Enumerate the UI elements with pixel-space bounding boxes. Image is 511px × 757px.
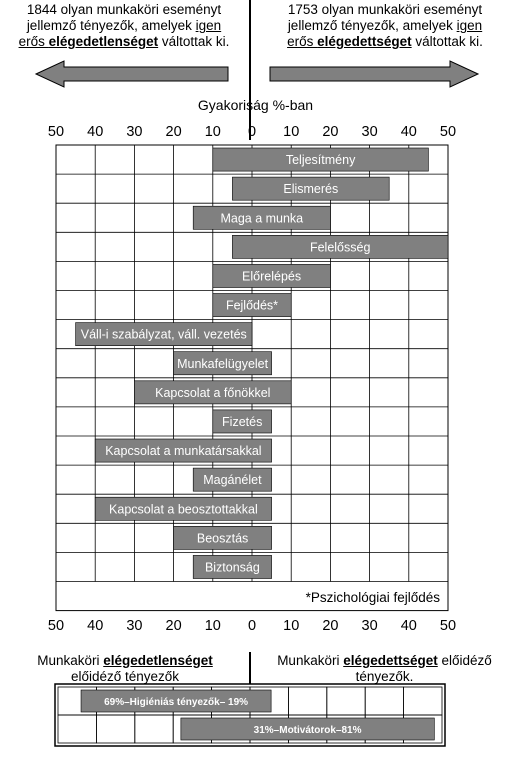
bar-label: Munkafelügyelet bbox=[177, 357, 269, 371]
bar bbox=[134, 380, 292, 405]
bottom-left-line2: előidéző tényezők bbox=[70, 669, 180, 684]
summary-box: 69%–Higiéniás tényezők– 19% 31%–Motivátor… bbox=[54, 683, 446, 747]
bottom-right-line1a: Munkaköri bbox=[277, 653, 344, 668]
chart-bars: Teljesítmény Elismerés Maga a munka Felelős… bbox=[75, 147, 449, 579]
bar bbox=[192, 467, 272, 492]
bottom-right-line1c: előidéző bbox=[437, 653, 492, 668]
bar-label: Előrelépés bbox=[242, 269, 301, 283]
summary-label: 31%–Motivátorok–81% bbox=[254, 725, 362, 736]
tick-label-top: 50 bbox=[440, 124, 456, 140]
bar bbox=[192, 205, 331, 230]
bar bbox=[212, 409, 272, 434]
bar-label: Magánélet bbox=[203, 473, 262, 487]
bottom-right-line2: tényezők. bbox=[355, 669, 414, 684]
bar-label: Biztonság bbox=[205, 560, 260, 574]
bar-label: Elismerés bbox=[283, 182, 338, 196]
axis-ticks-bottom: 50 40 30 20 10 0 10 20 30 40 50 bbox=[48, 618, 456, 634]
bottom-left-keyword: elégedetlenséget bbox=[103, 653, 213, 668]
header-left-line3a: erős bbox=[18, 34, 49, 49]
tick-label-bottom: 50 bbox=[440, 618, 456, 634]
bar bbox=[173, 351, 272, 376]
tick-label-top: 50 bbox=[48, 124, 64, 140]
left-arrow bbox=[34, 60, 229, 88]
bar bbox=[212, 293, 292, 317]
summary-bar bbox=[180, 717, 435, 741]
tick-label-bottom: 40 bbox=[401, 618, 417, 634]
bar-label: Kapcsolat a beosztottakkal bbox=[109, 502, 258, 516]
footnote: *Pszichológiai fejlődés bbox=[306, 590, 441, 605]
tick-label-top: 10 bbox=[205, 124, 221, 140]
axis-ticks-top: 50 40 30 20 10 0 10 20 30 40 50 bbox=[48, 124, 456, 140]
bar bbox=[212, 147, 429, 172]
bar bbox=[173, 525, 272, 550]
header-right-line3a: erős bbox=[287, 34, 318, 49]
tick-label-top: 20 bbox=[322, 124, 338, 140]
header-right-igen: igen bbox=[456, 18, 483, 33]
tick-label-bottom: 50 bbox=[48, 618, 64, 634]
header-right: 1753 olyan munkaköri eseményt jellemző t… bbox=[262, 2, 508, 50]
tick-label-bottom: 40 bbox=[87, 618, 103, 634]
frequency-title: Gyakoriság %-ban bbox=[197, 97, 314, 113]
bar-label: Teljesítmény bbox=[286, 153, 356, 167]
tick-label-bottom: 20 bbox=[166, 618, 182, 634]
bar-label: Beosztás bbox=[197, 531, 248, 545]
tick-label-bottom: 10 bbox=[283, 618, 299, 634]
bar-label: Maga a munka bbox=[220, 211, 303, 225]
header-left-line1: 1844 olyan munkaköri eseményt bbox=[26, 2, 222, 17]
bottom-caption-left: Munkaköri elégedetlenséget előidéző tény… bbox=[0, 653, 250, 685]
header-right-line2a: jellemző tényezők, amelyek bbox=[287, 18, 457, 33]
header-left: 1844 olyan munkaköri eseményt jellemző t… bbox=[2, 2, 246, 50]
bottom-right-keyword: elégedettséget bbox=[343, 653, 438, 668]
summary-label: 69%–Higiéniás tényezők– 19% bbox=[104, 697, 248, 708]
header-left-igen: igen bbox=[195, 18, 222, 33]
header-right-line1: 1753 olyan munkaköri eseményt bbox=[287, 2, 483, 17]
bar bbox=[192, 555, 272, 579]
tick-label-top: 0 bbox=[248, 124, 256, 140]
header-left-line3c: váltottak ki. bbox=[158, 34, 230, 49]
tick-label-top: 30 bbox=[126, 124, 142, 140]
header-right-keyword: elégedettséget bbox=[317, 34, 412, 49]
tick-label-top: 10 bbox=[283, 124, 299, 140]
tick-label-top: 20 bbox=[166, 124, 182, 140]
summary-bar bbox=[80, 689, 272, 713]
bar-label: Váll-i szabályzat, váll. vezetés bbox=[81, 328, 247, 342]
tick-label-top: 40 bbox=[401, 124, 417, 140]
bar bbox=[94, 496, 272, 521]
bar bbox=[232, 235, 449, 259]
bar-label: Felelősség bbox=[310, 240, 370, 254]
tick-label-bottom: 30 bbox=[126, 618, 142, 634]
bar bbox=[94, 438, 272, 463]
right-arrow bbox=[269, 60, 480, 88]
header-left-keyword: elégedetlenséget bbox=[48, 34, 159, 49]
bar-label: Fejlődés* bbox=[226, 299, 278, 313]
bottom-left-line1a: Munkaköri bbox=[37, 653, 104, 668]
header-right-line3c: váltottak ki. bbox=[411, 34, 483, 49]
bar bbox=[232, 176, 390, 201]
tick-label-bottom: 20 bbox=[322, 618, 338, 634]
tick-label-top: 40 bbox=[87, 124, 103, 140]
bar-label: Kapcsolat a munkatársakkal bbox=[105, 444, 261, 458]
tick-label-bottom: 10 bbox=[205, 618, 221, 634]
tick-label-bottom: 0 bbox=[248, 618, 256, 634]
tick-label-bottom: 30 bbox=[362, 618, 378, 634]
tick-label-top: 30 bbox=[362, 124, 378, 140]
bar bbox=[75, 322, 253, 347]
bar bbox=[212, 264, 331, 288]
header-left-line2a: jellemző tényezők, amelyek bbox=[26, 18, 196, 33]
bar-label: Kapcsolat a főnökkel bbox=[155, 386, 270, 400]
bar-label: Fizetés bbox=[222, 415, 262, 429]
bottom-caption-right: Munkaköri elégedettséget előidéző tényez… bbox=[258, 653, 511, 685]
